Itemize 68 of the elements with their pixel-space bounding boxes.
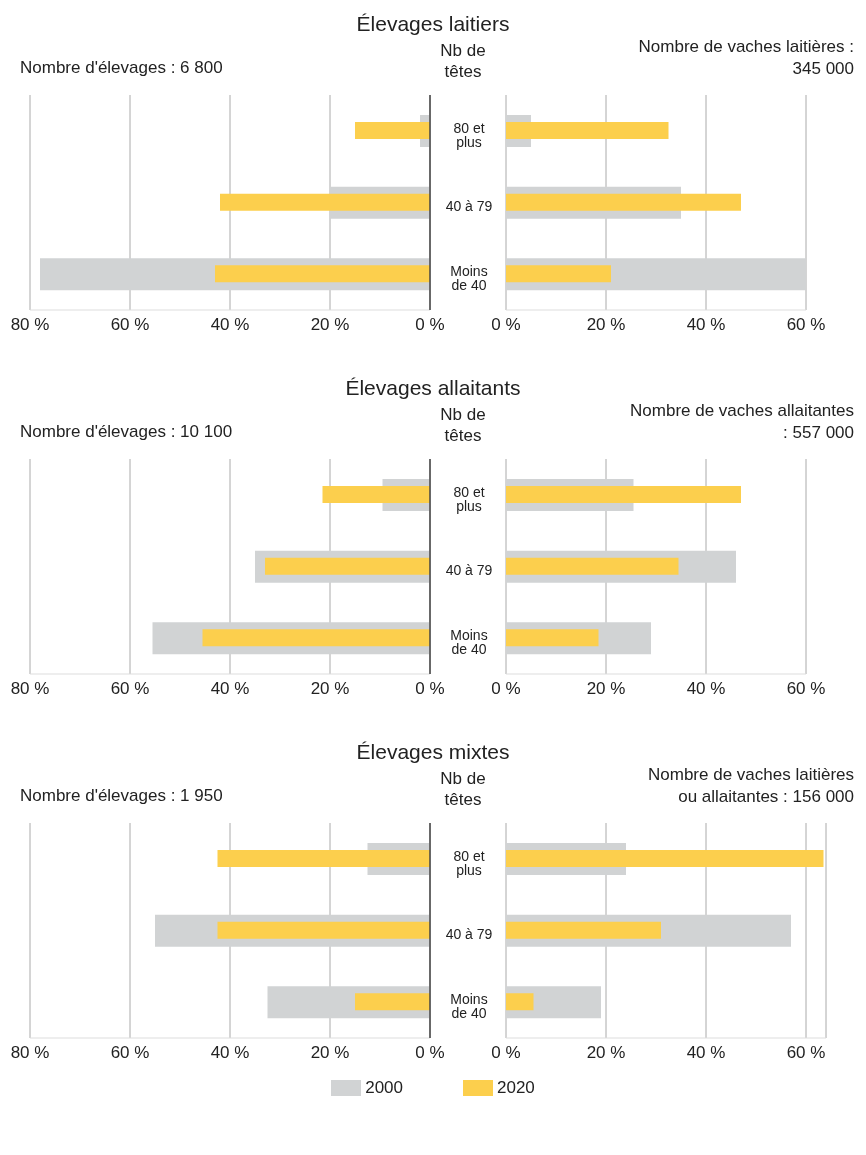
x-tick-label: 20 % (310, 1043, 350, 1063)
x-tick-label: 60 % (786, 679, 826, 699)
bar (220, 193, 430, 211)
y-tick-label: 80 et plus (453, 483, 485, 514)
bar (215, 265, 430, 283)
x-tick-label: 80 % (10, 1043, 50, 1063)
y-tick-label: 80 et plus (453, 847, 485, 878)
y-tick-label: 40 à 79 (445, 198, 493, 215)
bar (506, 993, 534, 1011)
x-tick-label: 20 % (310, 315, 350, 335)
text: Nombre de vaches laitières ou allaitantes : 156 000 (647, 764, 854, 808)
text: Nombre de vaches laitières : 345 000 (637, 36, 854, 80)
text: Nombre d'élevages : 6 800 (20, 58, 224, 78)
chart-title: Élevages mixtes (355, 740, 511, 764)
x-tick-label: 20 % (586, 679, 626, 699)
x-tick-label: 40 % (686, 679, 726, 699)
x-tick-label: 40 % (686, 315, 726, 335)
x-tick-label: 40 % (210, 1043, 250, 1063)
y-axis-title: Nb de têtes (439, 768, 487, 810)
y-tick-label: 80 et plus (453, 119, 485, 150)
bar (355, 122, 430, 139)
chart-title: Élevages laitiers (355, 12, 511, 36)
x-tick-label: 60 % (110, 679, 150, 699)
y-tick-label: 40 à 79 (445, 926, 493, 943)
legend-label: 2000 (365, 1078, 403, 1098)
bar (506, 850, 824, 867)
x-tick-label: 60 % (786, 315, 826, 335)
bar (506, 486, 741, 503)
x-tick-label: 60 % (110, 1043, 150, 1063)
bar (217, 921, 430, 939)
bar (506, 629, 599, 647)
y-tick-label: Moins de 40 (450, 991, 488, 1022)
x-tick-label: 20 % (310, 679, 350, 699)
x-tick-label: 0 % (415, 1043, 445, 1063)
legend-label: 2020 (497, 1078, 535, 1098)
bar (265, 557, 430, 575)
text: Nombre d'élevages : 10 100 (20, 422, 234, 442)
y-tick-label: Moins de 40 (450, 627, 488, 658)
bar (506, 921, 661, 939)
x-tick-label: 0 % (491, 679, 521, 699)
x-tick-label: 20 % (586, 1043, 626, 1063)
x-tick-label: 60 % (786, 1043, 826, 1063)
bar (217, 850, 430, 867)
x-tick-label: 40 % (210, 679, 250, 699)
text: Nombre de vaches allaitantes : 557 000 (629, 400, 854, 444)
y-tick-label: Moins de 40 (450, 263, 488, 294)
bar (202, 629, 430, 647)
x-tick-label: 60 % (110, 315, 150, 335)
x-tick-label: 20 % (586, 315, 626, 335)
x-tick-label: 80 % (10, 315, 50, 335)
chart-title: Élevages allaitants (344, 376, 522, 400)
bar (322, 486, 430, 503)
x-tick-label: 0 % (491, 1043, 521, 1063)
bar (506, 122, 669, 139)
x-tick-label: 40 % (210, 315, 250, 335)
y-tick-label: 40 à 79 (445, 562, 493, 579)
bar (506, 557, 679, 575)
x-tick-label: 80 % (10, 679, 50, 699)
bar (506, 265, 611, 283)
y-axis-title: Nb de têtes (439, 40, 487, 82)
bar (506, 193, 741, 211)
x-tick-label: 0 % (415, 679, 445, 699)
text: Nombre d'élevages : 1 950 (20, 786, 224, 806)
x-tick-label: 0 % (415, 315, 445, 335)
y-axis-title: Nb de têtes (439, 404, 487, 446)
bar (355, 993, 430, 1011)
x-tick-label: 0 % (491, 315, 521, 335)
x-tick-label: 40 % (686, 1043, 726, 1063)
